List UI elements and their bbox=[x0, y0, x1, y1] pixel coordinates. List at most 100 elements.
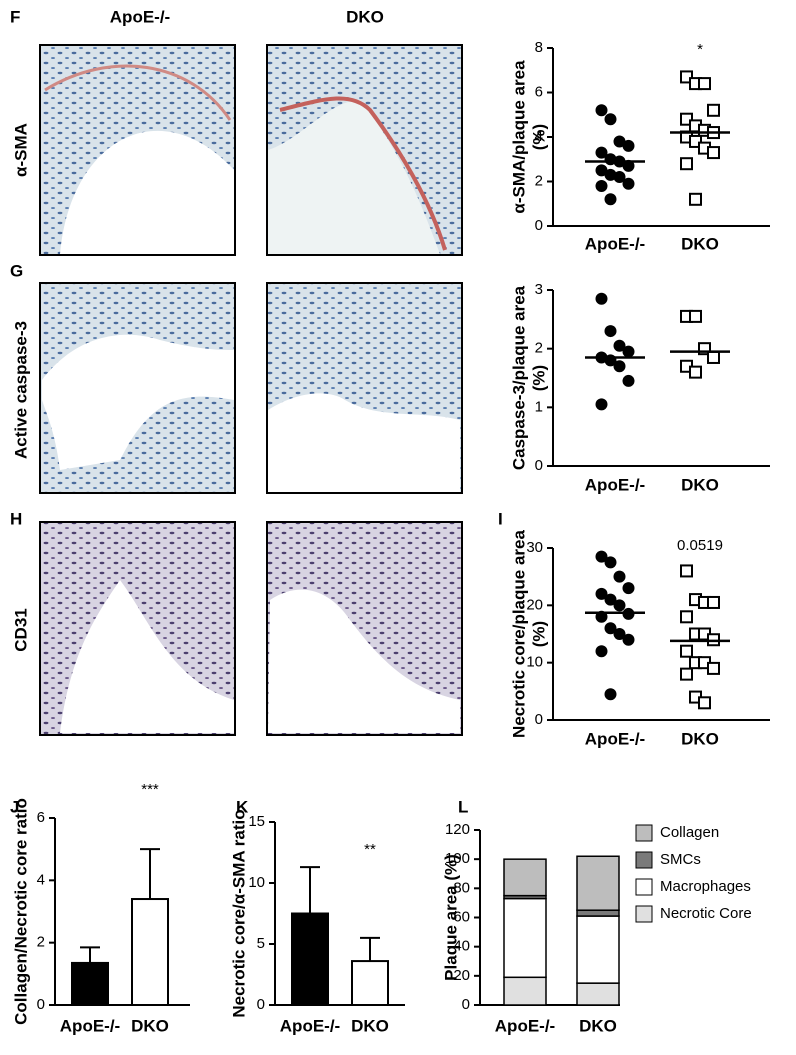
lumen bbox=[60, 130, 234, 254]
x-tick-label: ApoE-/- bbox=[585, 729, 645, 748]
data-point bbox=[595, 398, 608, 411]
data-point bbox=[604, 688, 617, 701]
data-point bbox=[595, 179, 608, 192]
bar-segment bbox=[576, 855, 620, 911]
annotation: 0.0519 bbox=[677, 537, 723, 554]
y-tick-label: 2 bbox=[535, 340, 543, 357]
annotation: *** bbox=[141, 781, 159, 798]
panel-letter: J bbox=[10, 797, 19, 816]
x-tick-label: DKO bbox=[681, 729, 719, 748]
data-point bbox=[595, 164, 608, 177]
legend-label: Macrophages bbox=[660, 878, 751, 895]
y-tick-label: 10 bbox=[248, 874, 265, 891]
data-point bbox=[707, 350, 720, 364]
data-point bbox=[604, 193, 617, 206]
y-tick-label: 0 bbox=[535, 711, 543, 728]
data-point bbox=[680, 644, 693, 658]
lumen bbox=[268, 300, 460, 492]
y-tick-label: 8 bbox=[535, 39, 543, 56]
panel-letter: K bbox=[236, 797, 249, 816]
y-tick-label: 0 bbox=[535, 457, 543, 474]
data-point bbox=[680, 610, 693, 624]
y-axis-label: (%) bbox=[529, 124, 548, 150]
bar-segment bbox=[576, 982, 620, 1006]
row-label: CD31 bbox=[11, 608, 30, 651]
data-point bbox=[604, 556, 617, 569]
annotation: * bbox=[697, 41, 703, 58]
lumen bbox=[42, 334, 234, 470]
data-point bbox=[707, 595, 720, 609]
y-tick-label: 40 bbox=[453, 938, 470, 955]
y-tick-label: 0 bbox=[462, 996, 470, 1013]
lumen bbox=[268, 589, 460, 733]
column-header: ApoE-/- bbox=[110, 7, 170, 26]
bar bbox=[351, 960, 389, 1007]
x-tick-label: DKO bbox=[131, 1016, 169, 1035]
y-tick-label: 0 bbox=[257, 996, 265, 1013]
data-point bbox=[613, 570, 626, 583]
legend-label: SMCs bbox=[660, 851, 701, 868]
data-point bbox=[707, 103, 720, 117]
data-point bbox=[595, 292, 608, 305]
y-tick-label: 5 bbox=[257, 935, 265, 952]
lumen bbox=[60, 580, 234, 733]
bar-segment bbox=[503, 858, 547, 897]
data-point bbox=[680, 667, 693, 681]
legend-swatch bbox=[635, 905, 653, 923]
panel-letter: L bbox=[458, 797, 468, 816]
y-tick-label: 30 bbox=[526, 539, 543, 556]
data-point bbox=[680, 564, 693, 578]
data-point bbox=[604, 622, 617, 635]
x-tick-label: DKO bbox=[351, 1016, 389, 1035]
x-tick-label: DKO bbox=[579, 1016, 617, 1035]
data-point bbox=[622, 139, 635, 152]
data-point bbox=[698, 696, 711, 710]
panel-letter: G bbox=[10, 261, 23, 280]
row-label: Active caspase-3 bbox=[11, 321, 30, 459]
y-tick-label: 0 bbox=[37, 996, 45, 1013]
data-point bbox=[622, 582, 635, 595]
data-point bbox=[622, 177, 635, 190]
panel-letter: F bbox=[10, 7, 20, 26]
panel-letter: H bbox=[10, 509, 22, 528]
column-header: DKO bbox=[346, 7, 384, 26]
data-point bbox=[707, 146, 720, 160]
y-tick-label: 20 bbox=[526, 596, 543, 613]
data-point bbox=[604, 168, 617, 181]
data-point bbox=[689, 365, 702, 379]
micrographs bbox=[39, 44, 463, 736]
data-point bbox=[622, 374, 635, 387]
data-point bbox=[604, 113, 617, 126]
y-tick-label: 80 bbox=[453, 879, 470, 896]
y-tick-label: 60 bbox=[453, 908, 470, 925]
y-axis-label: Caspase-3/plaque area bbox=[509, 285, 528, 470]
data-point bbox=[595, 104, 608, 117]
data-point bbox=[622, 633, 635, 646]
bar bbox=[71, 961, 109, 1006]
y-tick-label: 4 bbox=[535, 128, 543, 145]
bar bbox=[291, 912, 329, 1006]
y-tick-label: 2 bbox=[37, 934, 45, 951]
y-tick-label: 0 bbox=[535, 217, 543, 234]
data-point bbox=[680, 112, 693, 126]
data-point bbox=[613, 171, 626, 184]
y-tick-label: 20 bbox=[453, 967, 470, 984]
x-tick-label: ApoE-/- bbox=[60, 1016, 120, 1035]
data-point bbox=[680, 157, 693, 171]
bar-segment bbox=[503, 976, 547, 1006]
stain bbox=[44, 64, 232, 121]
legend-swatch bbox=[635, 851, 653, 869]
data-point bbox=[698, 77, 711, 91]
data-point bbox=[689, 309, 702, 323]
data-point bbox=[680, 70, 693, 84]
data-point bbox=[689, 192, 702, 206]
x-tick-label: ApoE-/- bbox=[585, 475, 645, 494]
y-axis-label: Plaque area (%) bbox=[441, 854, 460, 981]
y-tick-label: 100 bbox=[445, 850, 470, 867]
bar-segment bbox=[576, 909, 620, 917]
y-tick-label: 2 bbox=[535, 172, 543, 189]
annotation: ** bbox=[364, 841, 376, 858]
data-point bbox=[698, 342, 711, 356]
data-point bbox=[595, 587, 608, 600]
